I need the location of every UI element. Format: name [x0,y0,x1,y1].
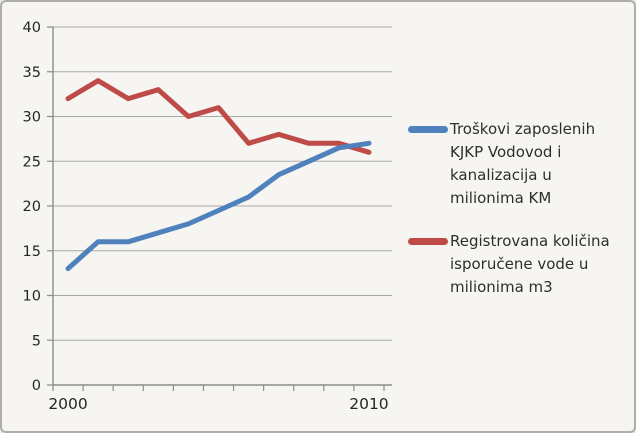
y-tick-label: 20 [23,199,41,215]
legend: Troškovi zaposlenih KJKP Vodovod i kanal… [408,118,622,299]
legend-label-water: Registrovana količina isporučene vode u … [450,232,610,296]
y-tick-label: 40 [23,20,41,36]
legend-label-costs: Troškovi zaposlenih KJKP Vodovod i kanal… [450,120,596,207]
y-tick-label: 35 [23,65,41,81]
red-series-swatch [408,238,448,245]
blue-series-swatch [408,126,448,133]
y-tick-label: 10 [23,289,41,305]
x-tick-label: 2000 [48,395,87,413]
x-tick-label: 2010 [349,395,388,413]
y-tick-label: 30 [23,110,41,126]
y-tick-label: 0 [32,378,41,394]
series-line [65,140,372,272]
series-line [65,78,372,155]
y-tick-label: 25 [23,154,41,170]
legend-item-water: Registrovana količina isporučene vode u … [408,230,622,299]
y-tick-label: 15 [23,244,41,260]
y-tick-label: 5 [32,333,41,349]
legend-item-costs: Troškovi zaposlenih KJKP Vodovod i kanal… [408,118,622,210]
